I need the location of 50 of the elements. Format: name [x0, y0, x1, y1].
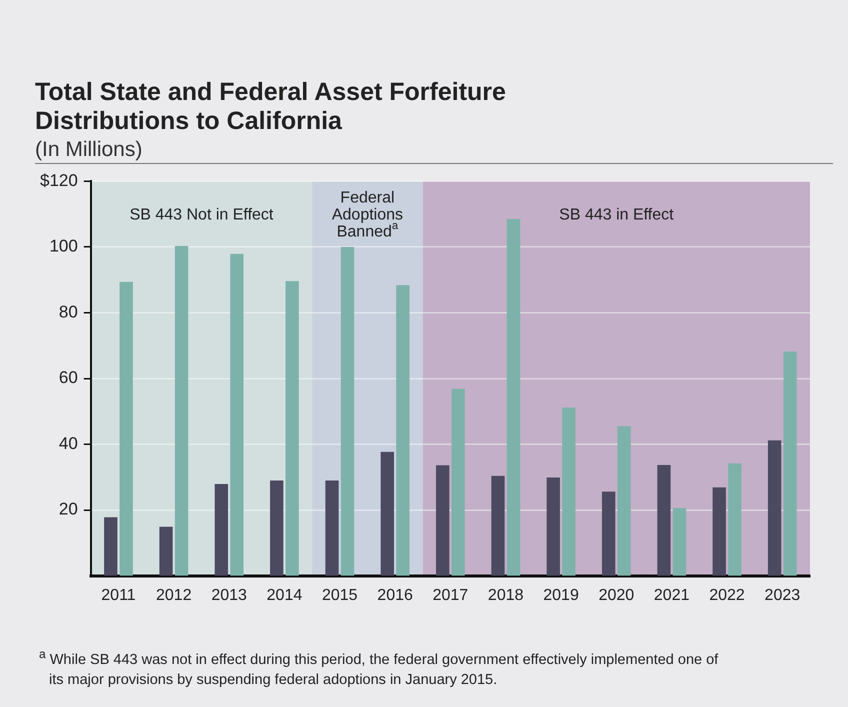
- bar: [506, 219, 520, 576]
- bar: [104, 517, 118, 576]
- x-tick-label: 2022: [709, 586, 745, 604]
- x-tick-label: 2017: [432, 586, 468, 604]
- bar: [174, 246, 188, 576]
- bar: [617, 426, 631, 576]
- text: $^{a}$ While SB 443 was not in effect during this period, the federal government effectively implemented one of its major provisions by suspending federal adoptions in January 2015.: [38, 646, 720, 690]
- bar: [712, 487, 726, 576]
- bar: [728, 463, 742, 576]
- bar: [340, 246, 354, 576]
- bar: [602, 492, 616, 576]
- bar: [672, 508, 686, 576]
- bar: [436, 465, 450, 576]
- bar: [451, 388, 465, 576]
- bar: [491, 476, 505, 576]
- y-tick-label: 80: [58, 302, 78, 322]
- bar: [783, 352, 797, 576]
- x-tick-label: 2016: [377, 586, 413, 604]
- y-tick-label: 100: [49, 236, 78, 256]
- bar: [657, 464, 671, 576]
- bar: [325, 480, 339, 576]
- x-tick-label: 2011: [101, 586, 136, 604]
- x-tick-label: 2019: [543, 586, 579, 604]
- x-tick-label: 2023: [764, 586, 800, 604]
- bar: [562, 407, 576, 576]
- y-tick-label: 40: [58, 434, 78, 453]
- band-label: SB 443 in Effect: [559, 206, 674, 224]
- x-tick-label: 2018: [488, 586, 524, 604]
- bar: [230, 254, 244, 576]
- x-tick-label: 2014: [266, 586, 302, 604]
- chart-subtitle: (In Millions): [35, 138, 142, 162]
- y-tick-label: $120: [40, 170, 78, 190]
- x-tick-label: 2013: [211, 586, 248, 604]
- x-tick-label: 2015: [322, 586, 358, 604]
- bar: [546, 477, 560, 576]
- x-tick-label: 2021: [654, 586, 690, 604]
- y-tick-label: 20: [58, 500, 78, 519]
- x-tick-label: 2020: [598, 586, 634, 604]
- bar: [380, 452, 394, 576]
- bar: [159, 526, 173, 576]
- bar: [768, 440, 782, 576]
- bar: [396, 285, 410, 576]
- x-tick-label: 2012: [156, 586, 192, 604]
- band-label: SB 443 Not in Effect: [130, 206, 274, 224]
- bar: [286, 281, 299, 576]
- bar: [120, 282, 133, 576]
- y-tick-label: 60: [58, 368, 78, 388]
- chart-title: Total State and Federal Asset Forfeiture Distributions to California: [35, 78, 507, 136]
- bar: [214, 484, 228, 576]
- bar: [270, 480, 284, 576]
